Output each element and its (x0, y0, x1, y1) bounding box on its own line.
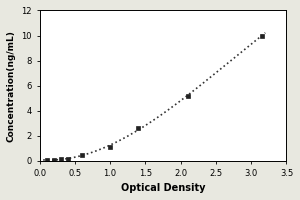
Y-axis label: Concentration(ng/mL): Concentration(ng/mL) (7, 30, 16, 142)
X-axis label: Optical Density: Optical Density (121, 183, 205, 193)
